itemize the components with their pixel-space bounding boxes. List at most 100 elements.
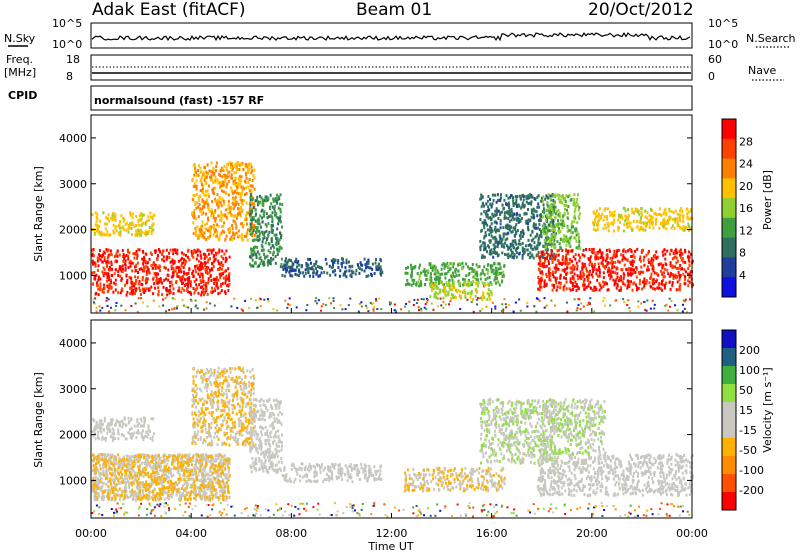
heatmap-cell	[120, 489, 123, 493]
heatmap-cell	[371, 303, 373, 306]
heatmap-cell	[265, 199, 268, 203]
heatmap-cell	[542, 207, 545, 211]
heatmap-cell	[98, 493, 100, 497]
heatmap-cell	[603, 215, 606, 219]
heatmap-cell	[357, 263, 359, 267]
heatmap-cell	[191, 272, 194, 276]
heatmap-cell	[241, 238, 244, 242]
heatmap-cell	[503, 245, 506, 249]
heatmap-cell	[572, 200, 575, 204]
heatmap-cell	[418, 263, 421, 267]
heatmap-cell	[185, 305, 188, 308]
heatmap-cell	[642, 270, 645, 274]
heatmap-cell	[289, 304, 292, 307]
heatmap-cell	[613, 213, 616, 217]
heatmap-cell	[652, 226, 655, 230]
heatmap-cell	[134, 269, 137, 273]
heatmap-cell	[98, 253, 100, 257]
heatmap-cell	[494, 220, 497, 224]
heatmap-cell	[572, 255, 575, 259]
heatmap-cell	[209, 175, 211, 179]
heatmap-cell	[635, 219, 638, 223]
heatmap-cell	[372, 302, 375, 305]
heatmap-cell	[559, 246, 562, 250]
heatmap-cell	[203, 175, 206, 179]
heatmap-cell	[595, 256, 598, 259]
heatmap-cell	[545, 264, 548, 268]
heatmap-cell	[439, 289, 442, 293]
heatmap-cell	[507, 252, 510, 256]
heatmap-cell	[669, 261, 672, 265]
heatmap-cell	[513, 253, 516, 257]
heatmap-cell	[575, 239, 578, 243]
heatmap-cell	[207, 193, 210, 197]
heatmap-cell	[651, 299, 654, 302]
heatmap-cell	[243, 235, 246, 238]
heatmap-cell	[648, 214, 651, 218]
heatmap-cell	[573, 220, 576, 224]
heatmap-cell	[598, 250, 601, 254]
heatmap-cell	[357, 266, 360, 270]
heatmap-cell	[483, 255, 486, 259]
heatmap-cell	[553, 285, 555, 289]
heatmap-cell	[618, 248, 621, 252]
heatmap-cell	[449, 262, 452, 266]
heatmap-cell	[206, 248, 209, 252]
heatmap-cell	[247, 168, 250, 172]
heatmap-cell	[183, 272, 186, 276]
heatmap-cell	[169, 284, 172, 288]
heatmap-cell	[137, 271, 139, 274]
heatmap-cell	[674, 304, 676, 307]
heatmap-cell	[545, 275, 548, 278]
heatmap-cell	[635, 267, 638, 271]
heatmap-cell	[122, 260, 125, 263]
heatmap-cell	[366, 307, 369, 310]
heatmap-cell	[530, 244, 533, 248]
heatmap-cell	[214, 251, 217, 255]
heatmap-cell	[374, 261, 377, 265]
heatmap-cell	[644, 309, 647, 311]
heatmap-cell	[543, 227, 546, 231]
heatmap-cell	[225, 166, 228, 170]
heatmap-cell	[264, 241, 267, 245]
heatmap-cell	[278, 247, 281, 251]
heatmap-cell	[240, 200, 243, 204]
heatmap-cell	[189, 485, 192, 489]
heatmap-cell	[129, 467, 132, 471]
heatmap-cell	[118, 464, 121, 468]
heatmap-cell	[207, 477, 209, 481]
heatmap-cell	[115, 229, 118, 233]
heatmap-cell	[566, 271, 569, 275]
heatmap-cell	[207, 252, 210, 256]
heatmap-cell	[520, 206, 523, 210]
heatmap-cell	[139, 218, 142, 222]
heatmap-cell	[266, 216, 269, 220]
heatmap-cell	[579, 247, 582, 251]
heatmap-cell	[242, 224, 245, 227]
heatmap-cell	[123, 283, 126, 287]
heatmap-cell	[104, 453, 107, 457]
heatmap-cell	[223, 270, 226, 274]
heatmap-cell	[556, 249, 559, 253]
heatmap-cell	[218, 218, 221, 222]
heatmap-cell	[537, 194, 540, 198]
heatmap-cell	[415, 302, 418, 304]
heatmap-cell	[549, 237, 551, 241]
heatmap-cell	[268, 230, 271, 234]
heatmap-cell	[279, 216, 281, 220]
heatmap-cell	[535, 226, 538, 230]
heatmap-cell	[681, 214, 684, 218]
heatmap-cell	[664, 252, 667, 256]
heatmap-cell	[663, 223, 666, 227]
heatmap-cell	[616, 266, 619, 270]
heatmap-cell	[200, 261, 202, 265]
heatmap-cell	[115, 462, 118, 465]
heatmap-cell	[238, 175, 241, 179]
heatmap-cell	[201, 207, 204, 211]
heatmap-cell	[495, 272, 498, 276]
heatmap-cell	[419, 282, 422, 285]
heatmap-cell	[558, 226, 561, 230]
heatmap-cell	[218, 200, 221, 204]
heatmap-cell	[490, 218, 492, 222]
heatmap-cell	[574, 236, 577, 240]
